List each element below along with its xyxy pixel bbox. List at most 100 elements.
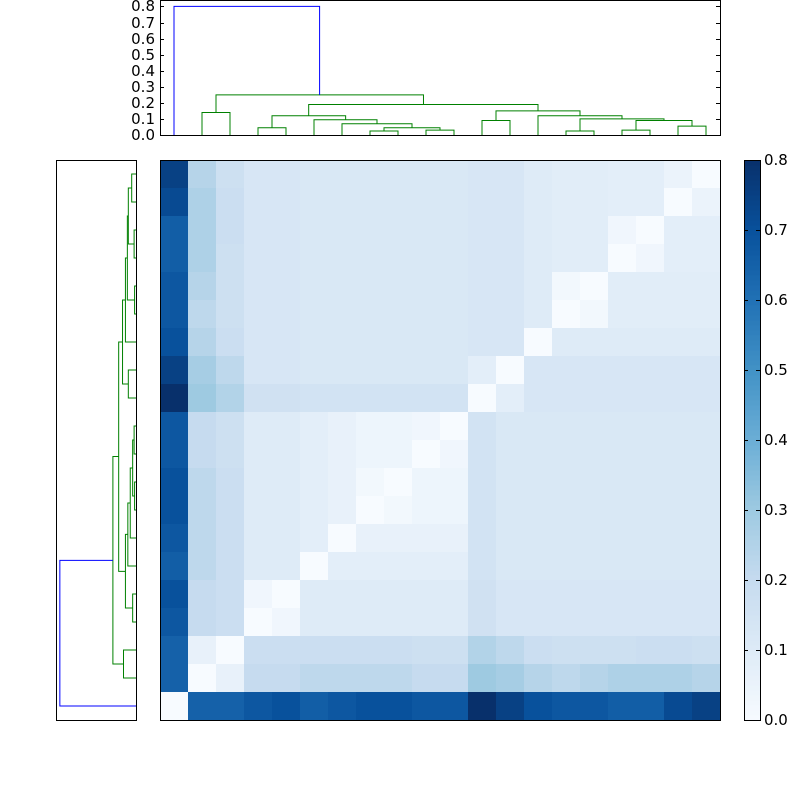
colorbar-step — [744, 450, 760, 456]
heatmap-cell — [384, 272, 413, 301]
heatmap-cell — [188, 384, 217, 413]
heatmap-cell — [328, 552, 357, 581]
colorbar-step — [744, 595, 760, 601]
heatmap-cell — [244, 300, 273, 329]
heatmap-cell — [552, 412, 581, 441]
heatmap-cell — [496, 272, 525, 301]
heatmap-cell — [328, 356, 357, 385]
heatmap-cell — [216, 384, 245, 413]
heatmap-cell — [356, 384, 385, 413]
colorbar-tick-label: 0.6 — [764, 291, 788, 309]
colorbar-tick-label: 0.8 — [764, 151, 788, 169]
colorbar-step — [744, 540, 760, 546]
heatmap-cell — [216, 692, 245, 721]
colorbar-step — [744, 280, 760, 286]
heatmap-cell — [300, 300, 329, 329]
colorbar-step — [744, 260, 760, 266]
heatmap-cell — [580, 496, 609, 525]
heatmap-cell — [300, 160, 329, 189]
colorbar-step — [744, 245, 760, 251]
colorbar-tick-label: 0.4 — [764, 431, 788, 449]
heatmap-cell — [552, 272, 581, 301]
heatmap-cell — [412, 188, 441, 217]
heatmap-cell — [496, 440, 525, 469]
heatmap-cell — [496, 328, 525, 357]
heatmap-cell — [384, 636, 413, 665]
heatmap-cell — [468, 468, 497, 497]
heatmap-cell — [580, 412, 609, 441]
colorbar-step — [744, 380, 760, 386]
heatmap-cell — [580, 636, 609, 665]
heatmap-cell — [384, 496, 413, 525]
heatmap-cell — [552, 244, 581, 273]
heatmap-cell — [356, 496, 385, 525]
heatmap-cell — [524, 496, 553, 525]
heatmap-cell — [160, 300, 189, 329]
heatmap-cell — [636, 468, 665, 497]
heatmap-cell — [272, 244, 301, 273]
colorbar-step — [744, 330, 760, 336]
heatmap-cell — [244, 160, 273, 189]
heatmap-cell — [384, 524, 413, 553]
heatmap-cell — [188, 328, 217, 357]
heatmap-cell — [300, 356, 329, 385]
heatmap-cell — [216, 580, 245, 609]
colorbar-step — [744, 205, 760, 211]
heatmap-cell — [300, 608, 329, 637]
heatmap-cell — [692, 300, 721, 329]
heatmap-cell — [384, 384, 413, 413]
heatmap-cell — [608, 188, 637, 217]
colorbar-step — [744, 555, 760, 561]
colorbar-step — [744, 315, 760, 321]
heatmap-cell — [440, 188, 469, 217]
heatmap-cell — [692, 664, 721, 693]
heatmap-cell — [244, 384, 273, 413]
heatmap-cell — [552, 440, 581, 469]
heatmap-cell — [412, 608, 441, 637]
colorbar-tick-label: 0.3 — [764, 501, 788, 519]
y-tick-label: 0.4 — [131, 62, 155, 80]
colorbar-step — [744, 475, 760, 481]
heatmap-cell — [468, 160, 497, 189]
heatmap-cell — [608, 272, 637, 301]
heatmap-cell — [356, 608, 385, 637]
heatmap-cell — [188, 244, 217, 273]
heatmap-cell — [440, 244, 469, 273]
heatmap-cell — [328, 580, 357, 609]
heatmap-cell — [496, 496, 525, 525]
colorbar-step — [744, 455, 760, 461]
heatmap-cell — [496, 468, 525, 497]
colorbar-step — [744, 440, 760, 446]
heatmap-cell — [636, 692, 665, 721]
colorbar-tick-label: 0.7 — [764, 221, 788, 239]
heatmap-cell — [188, 552, 217, 581]
heatmap-cell — [160, 608, 189, 637]
heatmap-cell — [300, 412, 329, 441]
heatmap-cell — [244, 412, 273, 441]
colorbar-step — [744, 215, 760, 221]
heatmap-cell — [664, 356, 693, 385]
colorbar-step — [744, 670, 760, 676]
colorbar-step — [744, 240, 760, 246]
heatmap-cell — [160, 664, 189, 693]
colorbar-step — [744, 690, 760, 696]
heatmap-cell — [356, 636, 385, 665]
colorbar-step — [744, 320, 760, 326]
colorbar-step — [744, 200, 760, 206]
heatmap-cell — [412, 552, 441, 581]
colorbar-step — [744, 535, 760, 541]
heatmap-cell — [300, 496, 329, 525]
colorbar-step — [744, 620, 760, 626]
heatmap-cell — [272, 356, 301, 385]
heatmap-cell — [468, 580, 497, 609]
heatmap-cell — [188, 468, 217, 497]
heatmap-cell — [440, 524, 469, 553]
heatmap-cell — [496, 524, 525, 553]
heatmap-cell — [524, 412, 553, 441]
colorbar-step — [744, 275, 760, 281]
colorbar: 0.0 0.1 0.2 0.3 0.4 0.5 0.6 0.7 0.8 — [744, 151, 788, 729]
heatmap-cell — [244, 692, 273, 721]
heatmap-cell — [636, 300, 665, 329]
colorbar-step — [744, 405, 760, 411]
colorbar-step — [744, 420, 760, 426]
